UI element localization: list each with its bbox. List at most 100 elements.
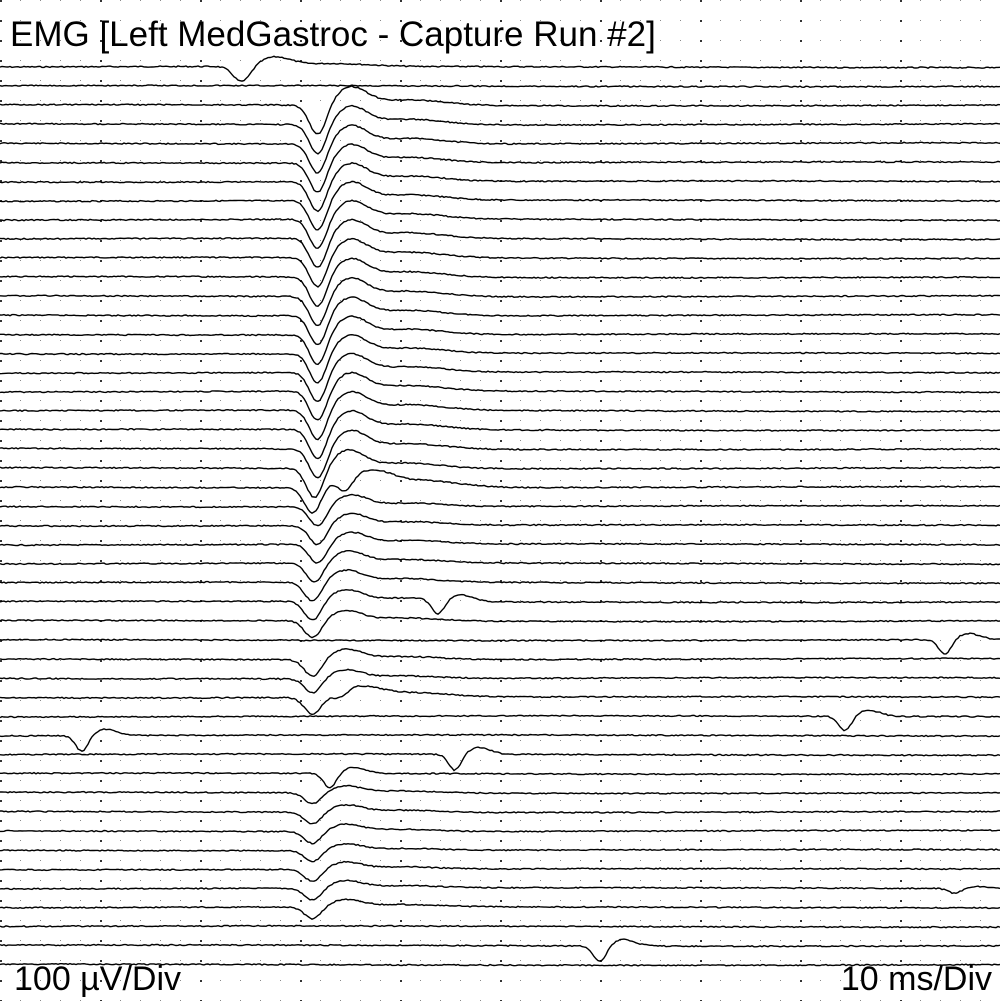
- grid-dot: [620, 800, 621, 801]
- grid-dot: [660, 240, 661, 241]
- grid-dot: [260, 560, 261, 561]
- grid-dot: [680, 480, 681, 481]
- grid-dot: [60, 820, 61, 821]
- grid-dot: [620, 700, 621, 701]
- grid-dot: [620, 760, 621, 761]
- grid-dot: [380, 460, 381, 461]
- grid-dot: [480, 800, 481, 801]
- grid-dot: [960, 420, 961, 421]
- grid-dot: [840, 760, 841, 761]
- grid-dot: [520, 880, 521, 881]
- grid-dot: [400, 280, 402, 282]
- grid-dot: [500, 720, 502, 722]
- grid-dot: [560, 380, 561, 381]
- grid-dot: [260, 100, 261, 101]
- grid-dot: [80, 300, 81, 301]
- grid-dot: [700, 280, 702, 282]
- grid-dot: [80, 60, 81, 61]
- grid-dot: [380, 440, 381, 441]
- grid-dot: [600, 40, 602, 42]
- grid-dot: [840, 880, 841, 881]
- grid-dot: [700, 840, 702, 842]
- grid-dot: [520, 60, 521, 61]
- grid-dot: [840, 0, 841, 1]
- grid-dot: [120, 640, 121, 641]
- grid-dot: [920, 480, 921, 481]
- grid-dot: [900, 760, 902, 762]
- grid-dot: [120, 780, 121, 781]
- grid-dot: [460, 300, 461, 301]
- grid-dot: [600, 980, 602, 982]
- grid-dot: [20, 40, 21, 41]
- grid-dot: [580, 720, 581, 721]
- grid-dot: [100, 380, 102, 382]
- grid-dot: [420, 160, 421, 161]
- grid-dot: [380, 920, 381, 921]
- grid-dot: [260, 540, 261, 541]
- grid-dot: [0, 420, 2, 422]
- grid-dot: [20, 60, 21, 61]
- grid-dot: [740, 780, 741, 781]
- grid-dot: [600, 460, 602, 462]
- grid-dot: [420, 320, 421, 321]
- grid-dot: [940, 580, 941, 581]
- grid-dot: [480, 320, 481, 321]
- grid-dot: [800, 240, 802, 242]
- grid-dot: [280, 800, 281, 801]
- trace-stack: [0, 55, 1000, 967]
- grid-dot: [540, 980, 541, 981]
- grid-dot: [900, 520, 902, 522]
- grid-dot: [680, 120, 681, 121]
- grid-dot: [240, 920, 241, 921]
- grid-dot: [300, 980, 302, 982]
- grid-dot: [620, 100, 621, 101]
- grid-dot: [940, 660, 941, 661]
- grid-dot: [120, 860, 121, 861]
- grid-dot: [80, 700, 81, 701]
- grid-dot: [340, 680, 341, 681]
- grid-dot: [280, 40, 281, 41]
- grid-dot: [800, 660, 802, 662]
- grid-dot: [220, 700, 221, 701]
- grid-dot: [380, 780, 381, 781]
- grid-dot: [580, 800, 581, 801]
- grid-dot: [300, 480, 302, 482]
- grid-dot: [280, 560, 281, 561]
- grid-dot: [120, 740, 121, 741]
- emg-trace-10: [0, 218, 1000, 268]
- grid-dot: [820, 260, 821, 261]
- grid-dot: [380, 60, 381, 61]
- grid-dot: [400, 520, 402, 522]
- grid-dot: [20, 740, 21, 741]
- grid-dot: [80, 740, 81, 741]
- grid-dot: [960, 100, 961, 101]
- grid-dot: [500, 840, 502, 842]
- grid-dot: [840, 840, 841, 841]
- grid-dot: [820, 420, 821, 421]
- grid-dot: [120, 460, 121, 461]
- grid-dot: [800, 80, 802, 82]
- grid-dot: [940, 120, 941, 121]
- grid-dot: [720, 120, 721, 121]
- grid-dot: [100, 840, 102, 842]
- grid-dot: [780, 800, 781, 801]
- grid-dot: [480, 360, 481, 361]
- grid-dot: [120, 880, 121, 881]
- grid-dot: [380, 700, 381, 701]
- grid-dot: [860, 660, 861, 661]
- grid-dot: [880, 900, 881, 901]
- grid-dot: [720, 160, 721, 161]
- grid-dot: [480, 780, 481, 781]
- grid-dot: [160, 960, 161, 961]
- grid-dot: [140, 760, 141, 761]
- grid-dot: [560, 680, 561, 681]
- grid-dot: [700, 720, 702, 722]
- grid-dot: [920, 760, 921, 761]
- grid-dot: [160, 20, 161, 21]
- grid-dot: [400, 400, 402, 402]
- grid-dot: [60, 840, 61, 841]
- grid-dot: [740, 0, 741, 1]
- grid-dot: [460, 20, 461, 21]
- grid-dot: [380, 760, 381, 761]
- grid-dot: [460, 480, 461, 481]
